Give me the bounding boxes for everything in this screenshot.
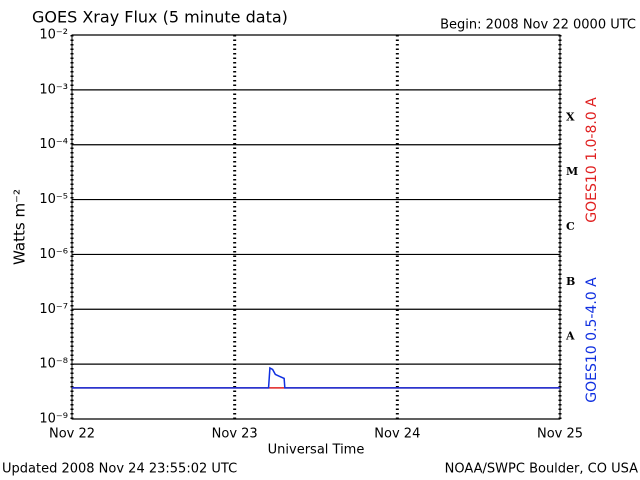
x-axis-label: Universal Time xyxy=(268,443,365,458)
x-tick-label: Nov 23 xyxy=(212,427,258,442)
y-tick-label: 10⁻² xyxy=(39,28,68,43)
y-tick-label: 10⁻⁵ xyxy=(39,192,68,207)
y-tick-label: 10⁻⁸ xyxy=(39,357,68,372)
footer-right: NOAA/SWPC Boulder, CO USA xyxy=(445,462,638,477)
flare-class-label: M xyxy=(566,165,578,178)
flare-class-label: X xyxy=(566,110,575,123)
chart-subtitle: Begin: 2008 Nov 22 0000 UTC xyxy=(440,18,636,33)
y-tick-label: 10⁻⁶ xyxy=(39,247,68,262)
y-axis-label: Watts m⁻² xyxy=(11,189,29,265)
flare-class-label: B xyxy=(566,275,575,288)
series-line xyxy=(72,366,560,389)
y-tick-label: 10⁻³ xyxy=(39,82,68,97)
y-tick-label: 10⁻⁹ xyxy=(39,412,68,427)
chart-title: GOES Xray Flux (5 minute data) xyxy=(32,8,288,27)
x-tick-label: Nov 22 xyxy=(49,427,95,442)
flare-class-label: C xyxy=(566,220,575,233)
y-tick-label: 10⁻⁴ xyxy=(39,137,68,152)
footer-left: Updated 2008 Nov 24 23:55:02 UTC xyxy=(2,462,237,477)
y-tick-label: 10⁻⁷ xyxy=(39,302,68,317)
legend-entry: GOES10 0.5-4.0 A xyxy=(584,277,600,403)
flare-class-label: A xyxy=(565,330,575,343)
x-tick-label: Nov 24 xyxy=(374,427,420,442)
legend-entry: GOES10 1.0-8.0 A xyxy=(584,97,600,223)
x-tick-label: Nov 25 xyxy=(537,427,583,442)
